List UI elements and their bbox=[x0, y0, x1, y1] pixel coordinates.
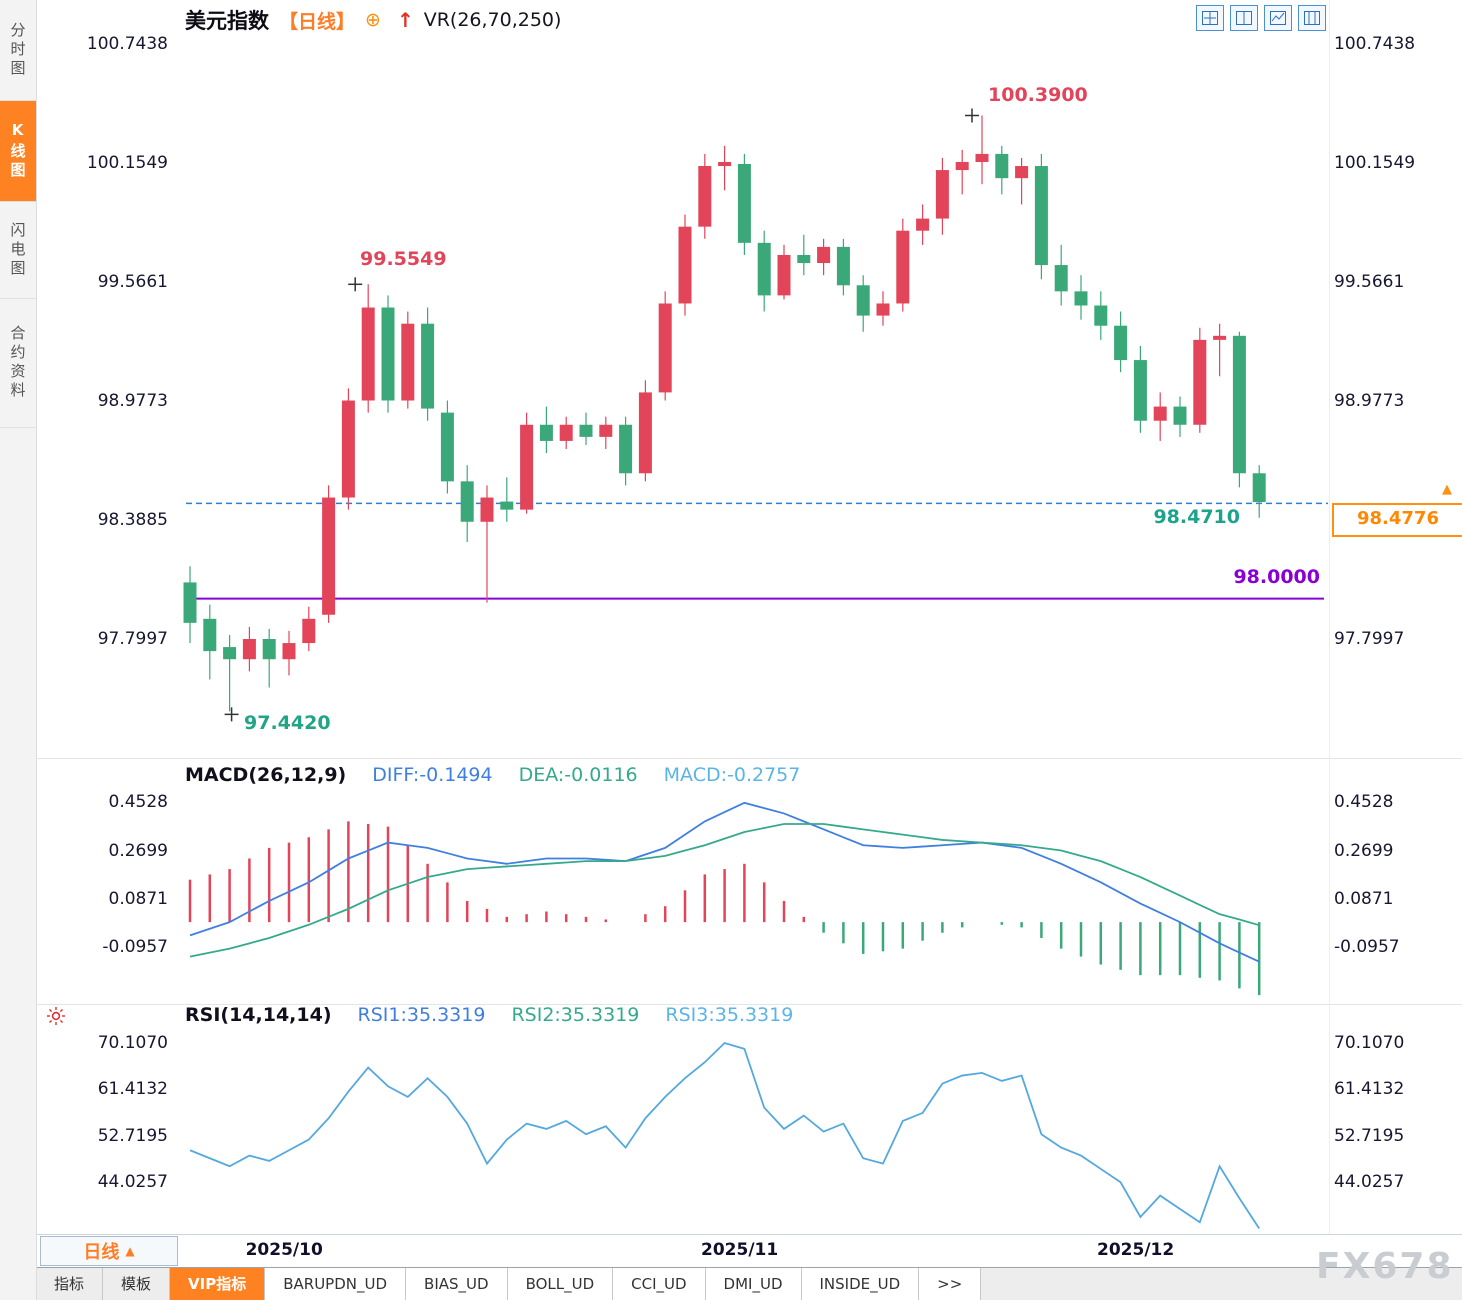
high-price-annotation: 99.5549 bbox=[360, 248, 447, 270]
sidebar-tab-分时图[interactable]: 分时图 bbox=[0, 0, 36, 101]
bottom-tab-CCI_UD[interactable]: CCI_UD bbox=[613, 1268, 706, 1300]
instrument-title: 美元指数 bbox=[185, 9, 269, 33]
macd-dea-value: DEA:-0.0116 bbox=[518, 764, 638, 786]
timeframe-arrow-icon: ▲ bbox=[125, 1244, 135, 1258]
macd-lines bbox=[189, 801, 1260, 963]
indicator-label[interactable]: VR(26,70,250) bbox=[423, 9, 562, 31]
sidebar-tab-闪电图[interactable]: 闪电图 bbox=[0, 202, 36, 299]
macd-diff-value: DIFF:-0.1494 bbox=[372, 764, 493, 786]
right-axis-line bbox=[1329, 0, 1330, 1234]
layout-vsplit-button[interactable] bbox=[1230, 5, 1258, 31]
reference-lines bbox=[186, 502, 1328, 600]
indicator-settings-icon[interactable] bbox=[46, 1006, 66, 1030]
left-sidebar: 分时图 K线图 闪电图 合约资料 bbox=[0, 0, 37, 1300]
rsi1-value: RSI1:35.3319 bbox=[357, 1004, 486, 1026]
candlesticks bbox=[183, 115, 1266, 712]
bottom-tab-BOLL_UD[interactable]: BOLL_UD bbox=[507, 1268, 614, 1300]
rsi3-value: RSI3:35.3319 bbox=[665, 1004, 794, 1026]
period-label[interactable]: 【日线】 bbox=[279, 10, 356, 33]
chart-header: 美元指数 【日线】 ⊕ ↑ VR(26,70,250) bbox=[185, 5, 561, 35]
sidebar-tab-K线图[interactable]: K线图 bbox=[0, 101, 36, 202]
rsi2-value: RSI2:35.3319 bbox=[511, 1004, 640, 1026]
sidebar-tab-合约资料[interactable]: 合约资料 bbox=[0, 299, 36, 428]
macd-value: MACD:-0.2757 bbox=[663, 764, 801, 786]
indicator-tabbar: 指标 模板 VIP指标 BARUPDN_UD BIAS_UD BOLL_UD CCI_UD D… bbox=[36, 1267, 1462, 1300]
rsi-line bbox=[189, 1042, 1260, 1230]
rsi-title[interactable]: RSI(14,14,14) bbox=[185, 1004, 332, 1026]
high-price-annotation: 100.3900 bbox=[988, 84, 1088, 106]
axis-separator bbox=[36, 1234, 1462, 1235]
rsi-label-row: RSI(14,14,14) RSI1:35.3319 RSI2:35.3319 … bbox=[185, 1004, 793, 1026]
price-markers bbox=[224, 108, 979, 722]
bottom-tab-BARUPDN_UD[interactable]: BARUPDN_UD bbox=[265, 1268, 407, 1300]
timeframe-label: 日线 bbox=[83, 1242, 120, 1263]
layout-columns-button[interactable] bbox=[1298, 5, 1326, 31]
add-circle-icon[interactable]: ⊕ bbox=[365, 9, 381, 31]
macd-label-row: MACD(26,12,9) DIFF:-0.1494 DEA:-0.0116 M… bbox=[185, 764, 800, 786]
bottom-tab-DMI_UD[interactable]: DMI_UD bbox=[705, 1268, 802, 1300]
bottom-tab-指标[interactable]: 指标 bbox=[36, 1268, 104, 1300]
layout-chart-button[interactable] bbox=[1264, 5, 1292, 31]
layout-buttons-bar bbox=[1196, 5, 1326, 31]
bottom-tab->>[interactable]: >> bbox=[919, 1268, 982, 1300]
bottom-tab-VIP指标[interactable]: VIP指标 bbox=[170, 1268, 266, 1300]
panel-separator bbox=[36, 758, 1462, 759]
bottom-tab-INSIDE_UD[interactable]: INSIDE_UD bbox=[801, 1268, 920, 1300]
layout-quad-button[interactable] bbox=[1196, 5, 1224, 31]
price-tag-arrow-icon: ▲ bbox=[1442, 482, 1452, 497]
up-arrow-icon: ↑ bbox=[396, 8, 414, 32]
panel-separator bbox=[36, 1004, 1462, 1005]
bottom-tab-BIAS_UD[interactable]: BIAS_UD bbox=[406, 1268, 508, 1300]
price-tag[interactable]: 98.4776 bbox=[1332, 503, 1462, 537]
macd-title[interactable]: MACD(26,12,9) bbox=[185, 764, 347, 786]
support-line-label: 98.0000 bbox=[1233, 566, 1320, 588]
current-price-label: 98.4710 bbox=[1153, 506, 1240, 528]
timeframe-selector[interactable]: 日线 ▲ bbox=[40, 1236, 178, 1266]
low-price-annotation: 97.4420 bbox=[244, 712, 331, 734]
bottom-tab-模板[interactable]: 模板 bbox=[103, 1268, 171, 1300]
